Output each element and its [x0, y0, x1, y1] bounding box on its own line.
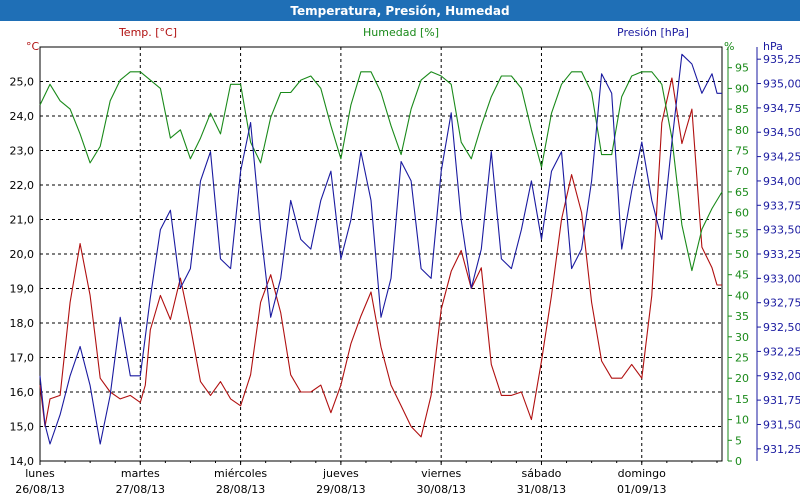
- temp-series-label: Temp. [°C]: [118, 26, 177, 39]
- pressure-tick-label: 934,25: [763, 151, 800, 164]
- humidity-unit-label: %: [724, 40, 734, 53]
- pressure-tick-label: 934,50: [763, 126, 800, 139]
- x-tick-day-label: martes: [121, 467, 160, 480]
- pressure-tick-label: 933,00: [763, 272, 800, 285]
- temperature-series-line: [39, 77, 722, 438]
- pressure-tick-label: 935,25: [763, 53, 800, 66]
- x-tick-day-label: lunes: [25, 467, 55, 480]
- temp-tick-label: 17,0: [10, 352, 35, 365]
- temp-unit-label: °C: [26, 40, 40, 53]
- x-tick-day-label: viernes: [421, 467, 461, 480]
- humidity-tick-label: 70: [735, 165, 749, 178]
- temp-tick-label: 25,0: [10, 76, 35, 89]
- x-tick-date-label: 28/08/13: [216, 483, 265, 496]
- temp-tick-label: 24,0: [10, 110, 35, 123]
- humidity-series-line: [39, 71, 723, 272]
- humidity-tick-label: 60: [735, 207, 749, 220]
- x-tick-date-label: 30/08/13: [416, 483, 465, 496]
- pressure-tick-label: 932,75: [763, 297, 800, 310]
- temp-tick-label: 19,0: [10, 283, 35, 296]
- pressure-tick-label: 933,25: [763, 248, 800, 261]
- pressure-series-line: [39, 53, 722, 445]
- humidity-tick-label: 50: [735, 248, 749, 261]
- pressure-tick-label: 933,75: [763, 199, 800, 212]
- temp-tick-label: 16,0: [10, 386, 35, 399]
- pressure-unit-label: hPa: [763, 40, 783, 53]
- x-tick-day-label: sábado: [522, 467, 562, 480]
- humidity-tick-label: 40: [735, 289, 749, 302]
- humidity-tick-label: 35: [735, 310, 749, 323]
- pressure-series-label: Presión [hPa]: [617, 26, 689, 39]
- chart-title: Temperatura, Presión, Humedad: [290, 3, 510, 18]
- pressure-tick-label: 931,25: [763, 443, 800, 456]
- x-tick-date-label: 26/08/13: [15, 483, 64, 496]
- humidity-tick-label: 80: [735, 124, 749, 137]
- pressure-tick-label: 932,50: [763, 321, 800, 334]
- temp-tick-label: 23,0: [10, 145, 35, 158]
- temp-tick-label: 20,0: [10, 248, 35, 261]
- humidity-series-label: Humedad [%]: [363, 26, 439, 39]
- x-tick-date-label: 01/09/13: [617, 483, 666, 496]
- pressure-tick-label: 934,75: [763, 102, 800, 115]
- temp-tick-label: 18,0: [10, 317, 35, 330]
- humidity-tick-label: 5: [735, 434, 742, 447]
- humidity-tick-label: 85: [735, 103, 749, 116]
- humidity-tick-label: 75: [735, 145, 749, 158]
- humidity-tick-label: 65: [735, 186, 749, 199]
- humidity-tick-label: 55: [735, 227, 749, 240]
- humidity-tick-label: 15: [735, 393, 749, 406]
- x-tick-day-label: jueves: [322, 467, 359, 480]
- temp-tick-label: 15,0: [10, 421, 35, 434]
- humidity-tick-label: 90: [735, 82, 749, 95]
- pressure-tick-label: 932,25: [763, 345, 800, 358]
- humidity-tick-label: 20: [735, 372, 749, 385]
- humidity-tick-label: 25: [735, 352, 749, 365]
- temp-tick-label: 14,0: [10, 455, 35, 468]
- pressure-tick-label: 931,75: [763, 394, 800, 407]
- pressure-tick-label: 933,50: [763, 224, 800, 237]
- pressure-tick-label: 935,00: [763, 78, 800, 91]
- x-tick-date-label: 31/08/13: [517, 483, 566, 496]
- humidity-tick-label: 0: [735, 455, 742, 468]
- pressure-tick-label: 931,50: [763, 418, 800, 431]
- humidity-tick-label: 30: [735, 331, 749, 344]
- x-tick-day-label: domingo: [618, 467, 666, 480]
- pressure-tick-label: 934,00: [763, 175, 800, 188]
- temp-tick-label: 21,0: [10, 214, 35, 227]
- x-tick-day-label: miércoles: [214, 467, 267, 480]
- temp-tick-label: 22,0: [10, 179, 35, 192]
- x-tick-date-label: 29/08/13: [316, 483, 365, 496]
- humidity-tick-label: 10: [735, 414, 749, 427]
- pressure-tick-label: 932,00: [763, 370, 800, 383]
- x-tick-date-label: 27/08/13: [116, 483, 165, 496]
- chart-title-bar: Temperatura, Presión, Humedad: [0, 0, 800, 21]
- humidity-tick-label: 95: [735, 62, 749, 75]
- humidity-tick-label: 45: [735, 269, 749, 282]
